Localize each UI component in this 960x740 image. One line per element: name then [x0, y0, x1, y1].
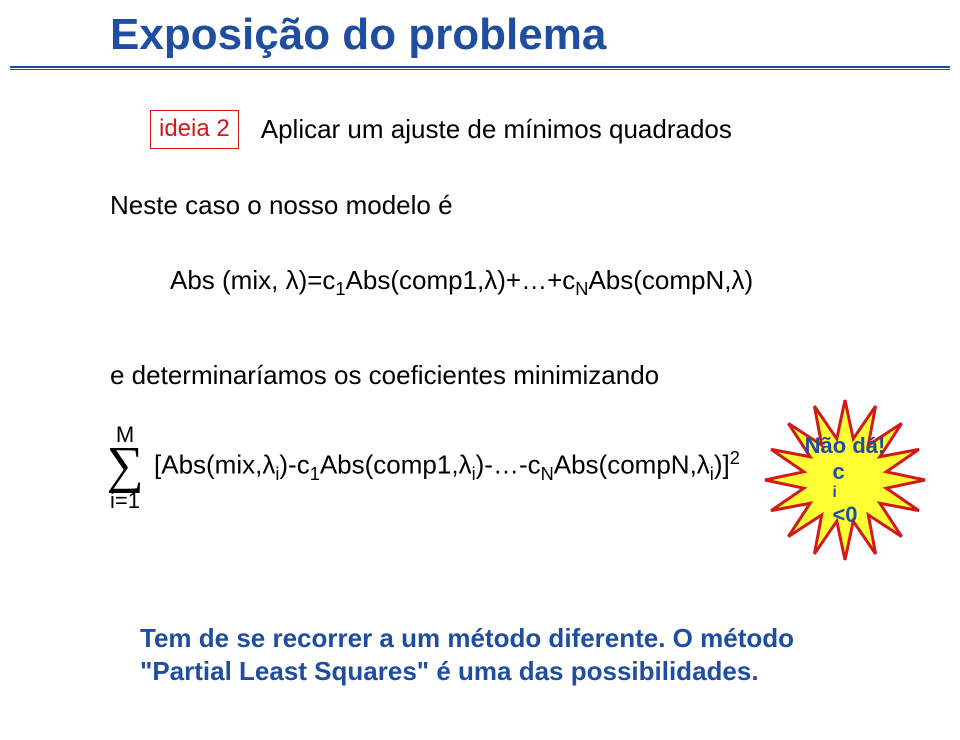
- burst-line2: ci<0: [832, 459, 857, 527]
- idea-tag: ideia 2: [150, 110, 239, 149]
- sum-part: )-c: [279, 449, 309, 479]
- burst-line1: Não dá!: [805, 433, 886, 458]
- starburst-text: Não dá! ci<0: [760, 395, 930, 565]
- sigma-upper: M: [100, 422, 150, 448]
- line-intro: Neste caso o nosso modelo é: [110, 190, 453, 221]
- sum-sup: 2: [730, 448, 740, 468]
- sigma-symbol: M ∑ i=1: [100, 440, 150, 492]
- model-sub: 1: [335, 279, 345, 299]
- burst-sub: i: [832, 484, 857, 502]
- footer-note: Tem de se recorrer a um método diferente…: [140, 622, 840, 687]
- line-determine: e determinaríamos os coeficientes minimi…: [110, 360, 659, 391]
- sum-expression: M ∑ i=1 [Abs(mix,λi)-c1Abs(comp1,λi)-…-c…: [100, 440, 740, 492]
- model-part: Abs(compN,λ): [588, 265, 753, 295]
- sum-part: Abs(compN,λ: [554, 449, 710, 479]
- starburst-callout: Não dá! ci<0: [760, 395, 930, 565]
- model-part: Abs (mix, λ)=c: [170, 265, 335, 295]
- idea-row: ideia 2 Aplicar um ajuste de mínimos qua…: [150, 110, 732, 149]
- sum-sub: N: [541, 463, 554, 483]
- sigma-lower: i=1: [100, 488, 150, 514]
- model-sub: N: [575, 279, 588, 299]
- model-equation: Abs (mix, λ)=c1Abs(comp1,λ)+…+cNAbs(comp…: [170, 265, 753, 300]
- sum-part: [Abs(mix,λ: [154, 449, 275, 479]
- page-title: Exposição do problema: [110, 10, 606, 60]
- sum-part: Abs(comp1,λ: [320, 449, 472, 479]
- sum-part: )-…-c: [476, 449, 541, 479]
- burst-part: <0: [832, 502, 857, 527]
- model-part: Abs(comp1,λ)+…+c: [346, 265, 576, 295]
- burst-part: c: [832, 459, 857, 484]
- sum-body: [Abs(mix,λi)-c1Abs(comp1,λi)-…-cNAbs(com…: [154, 448, 740, 485]
- sum-sub: 1: [310, 463, 320, 483]
- idea-text: Aplicar um ajuste de mínimos quadrados: [261, 114, 732, 145]
- slide: { "colors": { "title": "#1f4ea1", "under…: [0, 0, 960, 740]
- sum-part: )]: [714, 449, 730, 479]
